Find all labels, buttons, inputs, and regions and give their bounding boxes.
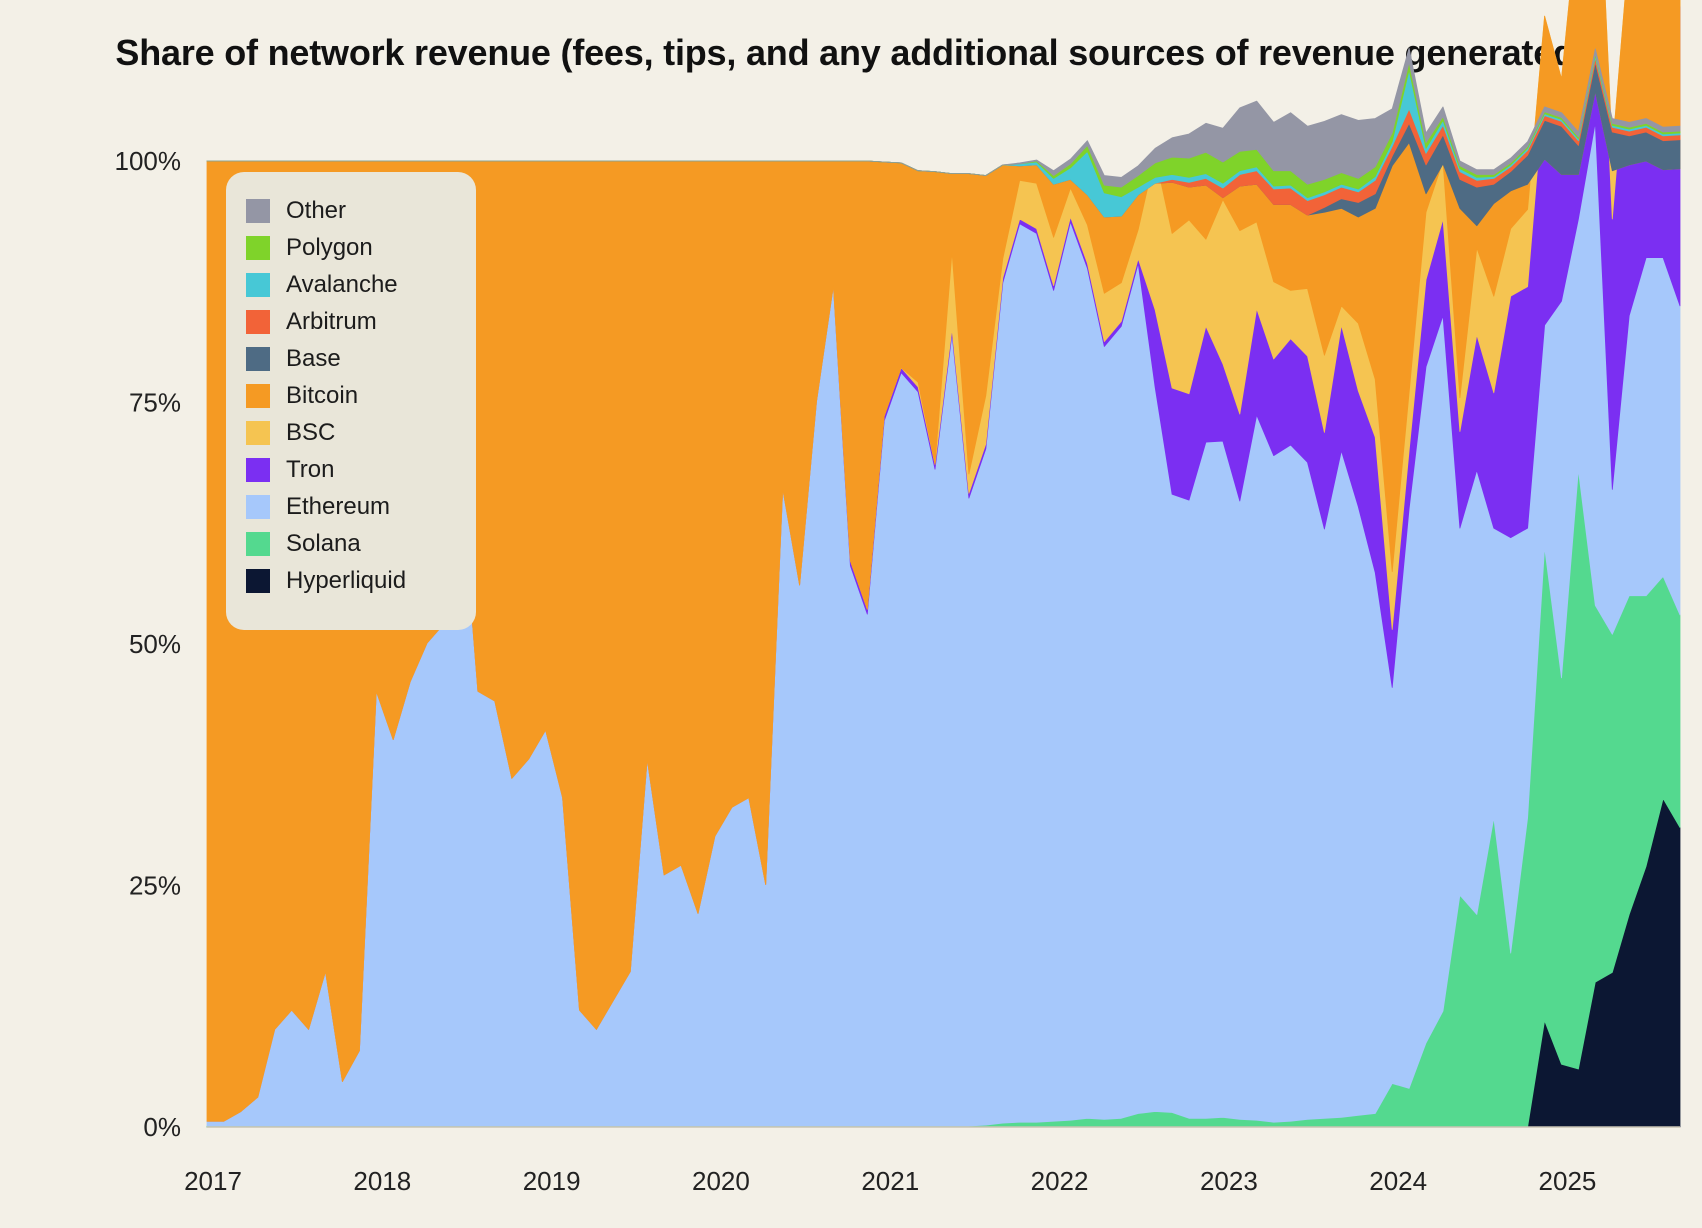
legend-label: Bitcoin (286, 382, 359, 410)
y-tick-labels: 0% 25% 50% 75% 100% (115, 146, 182, 1142)
legend-label: Base (286, 344, 341, 372)
x-tick-label: 2023 (1200, 1166, 1258, 1196)
legend-swatch (246, 532, 270, 557)
y-tick-label: 25% (129, 871, 181, 901)
legend-item-base: Base (246, 340, 476, 377)
legend: Other Polygon Avalanche Arbitrum Base Bitcoin… (226, 172, 476, 630)
legend-swatch (246, 458, 270, 483)
legend-item-avalanche: Avalanche (246, 266, 476, 303)
legend-swatch (246, 198, 270, 223)
legend-label: Avalanche (286, 270, 398, 298)
legend-item-tron: Tron (246, 452, 476, 489)
x-tick-label: 2025 (1539, 1166, 1597, 1196)
x-tick-labels: 2017 2018 2019 2020 2021 2022 2023 2024 2025 (184, 1166, 1596, 1196)
x-tick-label: 2020 (692, 1166, 750, 1196)
legend-swatch (246, 346, 270, 371)
legend-swatch (246, 235, 270, 260)
legend-item-bsc: BSC (246, 415, 476, 452)
legend-item-ethereum: Ethereum (246, 489, 476, 526)
y-tick-label: 100% (115, 146, 182, 176)
y-tick-label: 50% (129, 629, 181, 659)
legend-swatch (246, 495, 270, 520)
x-tick-label: 2021 (861, 1166, 919, 1196)
legend-item-other: Other (246, 192, 476, 229)
legend-item-solana: Solana (246, 526, 476, 563)
legend-swatch (246, 421, 270, 446)
legend-label: Ethereum (286, 493, 391, 521)
legend-swatch (246, 569, 270, 594)
chart-title: Share of network revenue (fees, tips, an… (115, 32, 1587, 73)
legend-swatch (246, 309, 270, 334)
legend-swatch (246, 272, 270, 297)
y-tick-label: 0% (143, 1112, 181, 1142)
x-tick-label: 2017 (184, 1166, 242, 1196)
x-tick-label: 2024 (1369, 1166, 1427, 1196)
area-other (206, 47, 1681, 188)
legend-label: Other (286, 196, 347, 224)
x-tick-label: 2018 (353, 1166, 411, 1196)
legend-label: Solana (286, 530, 361, 558)
legend-label: Arbitrum (286, 307, 377, 335)
legend-swatch (246, 384, 270, 409)
legend-item-arbitrum: Arbitrum (246, 303, 476, 340)
x-tick-label: 2019 (523, 1166, 581, 1196)
legend-item-hyperliquid: Hyperliquid (246, 563, 476, 600)
legend-label: BSC (286, 419, 336, 447)
y-tick-label: 75% (129, 388, 181, 418)
areas-layer (206, 0, 1681, 1128)
x-tick-label: 2022 (1031, 1166, 1089, 1196)
legend-item-polygon: Polygon (246, 229, 476, 266)
legend-label: Tron (286, 456, 335, 484)
legend-item-bitcoin: Bitcoin (246, 377, 476, 414)
legend-label: Hyperliquid (286, 567, 407, 595)
legend-label: Polygon (286, 233, 373, 261)
